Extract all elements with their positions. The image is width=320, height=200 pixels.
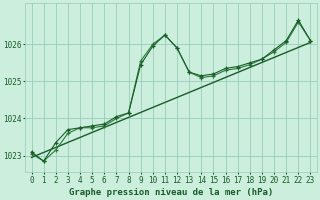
X-axis label: Graphe pression niveau de la mer (hPa): Graphe pression niveau de la mer (hPa): [69, 188, 273, 197]
